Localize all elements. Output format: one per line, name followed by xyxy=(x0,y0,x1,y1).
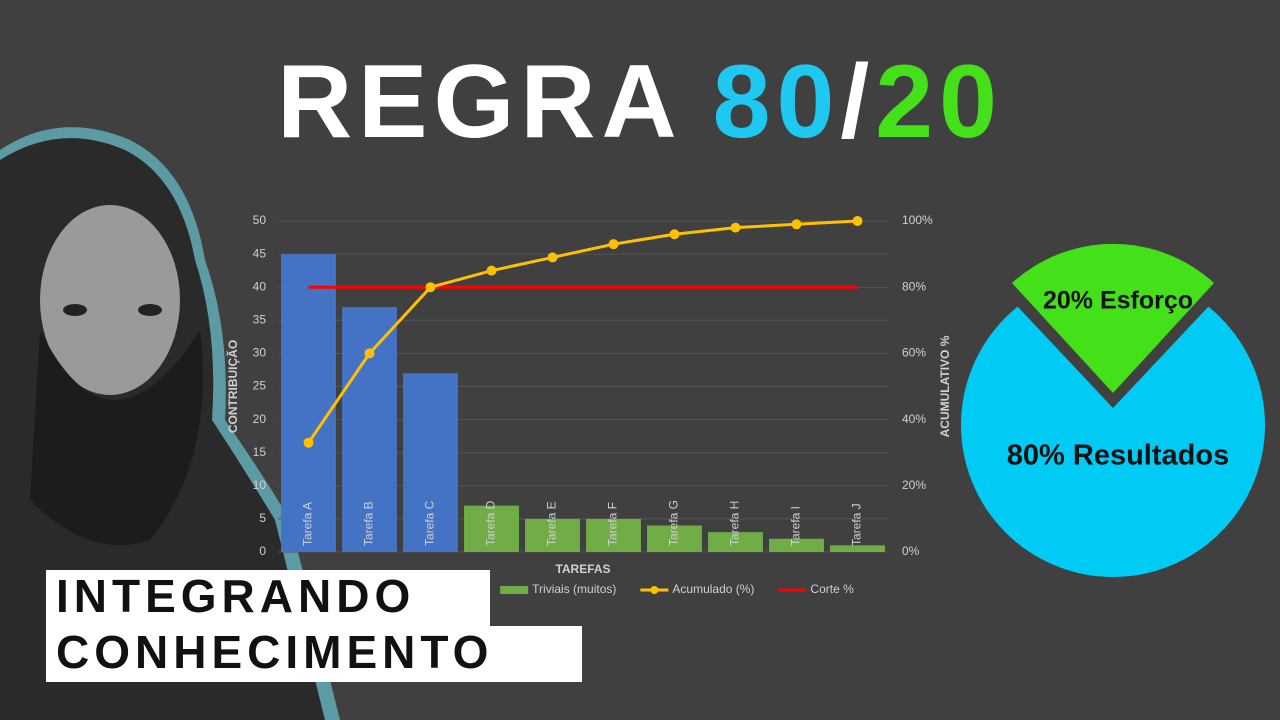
bar xyxy=(708,532,763,552)
line-marker xyxy=(547,252,558,263)
line-marker xyxy=(364,348,375,359)
y-axis-label: CONTRIBUIÇÃO xyxy=(225,340,240,433)
x-tick-label: Tarefa G xyxy=(667,500,681,546)
x-tick-label: Tarefa D xyxy=(484,500,498,546)
x-tick-label: Tarefa A xyxy=(301,502,315,546)
title-part: REGRA xyxy=(277,44,683,160)
bar xyxy=(830,545,885,552)
title: REGRA 80/20 xyxy=(277,44,1003,160)
x-tick-label: Tarefa J xyxy=(850,503,864,546)
legend-label: Triviais (muitos) xyxy=(532,582,616,596)
banner-text: INTEGRANDO xyxy=(56,570,415,622)
x-tick-label: Tarefa C xyxy=(423,500,437,546)
chart: 0 5 10 15 20 25 30 35 40 45 50 0% 20% 40% 60% 80% 100% TA… xyxy=(225,213,952,596)
pie-large xyxy=(961,273,1265,577)
y2-tick-label: 60% xyxy=(902,346,926,360)
bar xyxy=(464,505,519,552)
banner: INTEGRANDO CONHECIMENTO xyxy=(46,570,582,682)
x-tick-label: Tarefa F xyxy=(606,502,620,546)
x-tick-label: Tarefa I xyxy=(789,506,803,546)
y2-tick-label: 40% xyxy=(902,412,926,426)
legend-swatch xyxy=(500,586,529,594)
y2-axis-label: ACUMULATIVO % xyxy=(938,335,952,437)
y-tick-label: 5 xyxy=(259,511,266,525)
x-tick-label: Tarefa B xyxy=(362,501,376,546)
bar xyxy=(403,373,458,552)
x-axis-label: TAREFAS xyxy=(555,562,610,576)
banner-text: CONHECIMENTO xyxy=(56,626,493,678)
x-tick-label: Tarefa H xyxy=(728,501,742,546)
legend-swatch xyxy=(650,586,659,594)
y-tick-label: 40 xyxy=(253,279,267,293)
y-tick-label: 45 xyxy=(253,246,267,260)
y-tick-label: 50 xyxy=(253,213,267,227)
line xyxy=(307,219,858,444)
y2-tick-label: 100% xyxy=(902,213,933,227)
title-part: 20 xyxy=(875,44,1003,160)
line-marker xyxy=(608,239,619,250)
title-part: 80 xyxy=(713,44,841,160)
title-part: / xyxy=(840,44,875,160)
line-marker xyxy=(669,229,680,240)
pie-small xyxy=(1012,243,1214,393)
y-tick-label: 35 xyxy=(253,312,267,326)
line-marker xyxy=(425,282,436,293)
x-tick-label: Tarefa E xyxy=(545,501,559,546)
line-marker xyxy=(852,216,863,226)
bar xyxy=(525,518,580,552)
legend-label: Corte % xyxy=(810,582,854,596)
pie-label: 80% Resultados xyxy=(1007,440,1229,472)
line-marker xyxy=(486,265,497,276)
bar xyxy=(281,254,336,552)
y-tick-label: 0 xyxy=(259,544,266,558)
y-tick-label: 30 xyxy=(253,346,267,360)
line-marker xyxy=(791,219,802,230)
y2-tick-label: 20% xyxy=(902,478,926,492)
y2-tick-label: 0% xyxy=(902,544,920,558)
bar xyxy=(342,307,397,552)
y-tick-label: 25 xyxy=(253,379,267,393)
bar xyxy=(647,525,702,552)
bar xyxy=(586,518,641,552)
legend-label: Acumulado (%) xyxy=(672,582,754,596)
pie-label: 20% Esforço xyxy=(1043,287,1193,315)
line-marker xyxy=(730,222,741,233)
y-tick-label: 15 xyxy=(253,445,267,459)
banner-box xyxy=(46,626,582,682)
banner-box xyxy=(46,570,490,626)
line-marker xyxy=(303,437,314,448)
y-tick-label: 20 xyxy=(253,412,267,426)
pie: 20% Esforço 80% Resultados xyxy=(961,243,1265,577)
bar xyxy=(769,538,824,552)
y2-tick-label: 80% xyxy=(902,279,926,293)
y-tick-label: 10 xyxy=(253,478,267,492)
